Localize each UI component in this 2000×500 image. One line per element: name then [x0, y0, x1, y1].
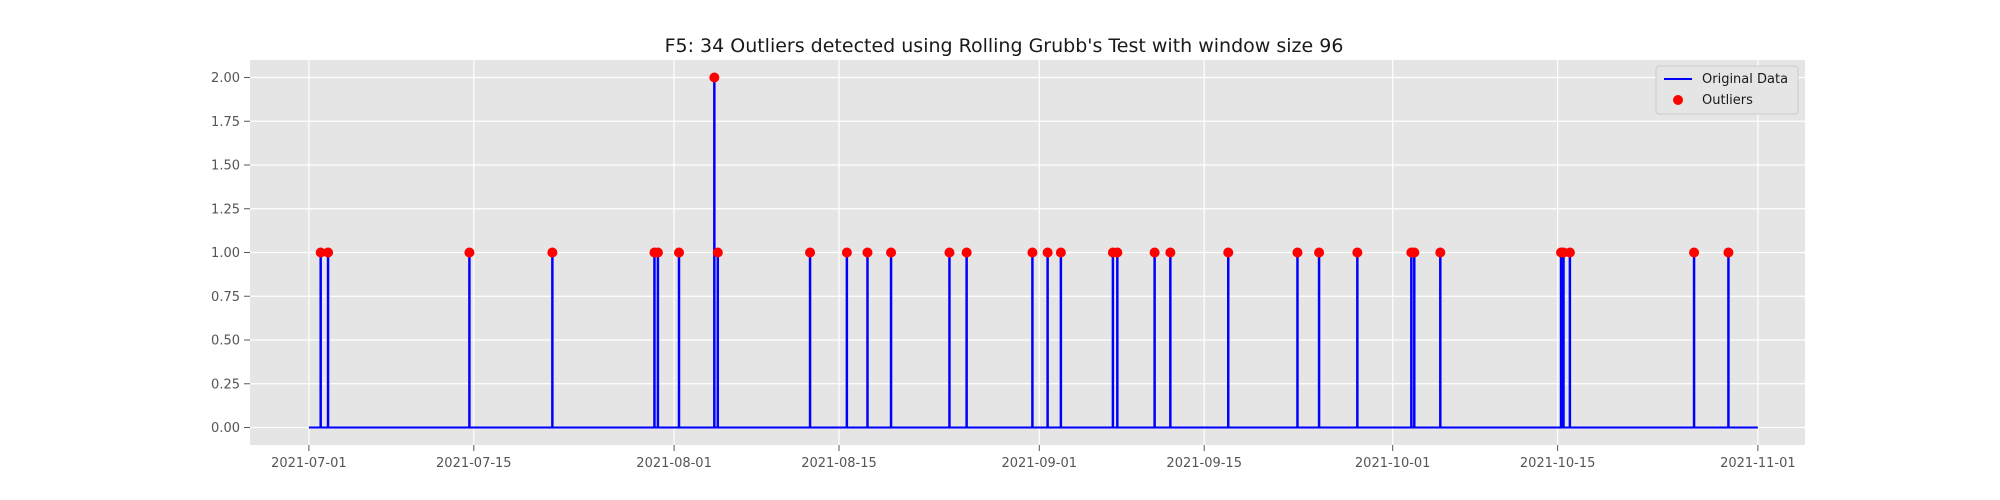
y-tick-label: 0.75 [211, 290, 240, 305]
outlier-point [464, 247, 475, 258]
x-tick-label: 2021-11-01 [1720, 456, 1796, 471]
outlier-point [1149, 247, 1160, 258]
x-tick-label: 2021-07-15 [436, 456, 512, 471]
y-tick-label: 1.75 [211, 115, 240, 130]
outlier-point [1112, 247, 1123, 258]
outlier-point [1292, 247, 1303, 258]
outlier-point [709, 72, 720, 83]
outlier-point [1409, 247, 1420, 258]
outlier-point [547, 247, 558, 258]
outlier-point [712, 247, 723, 258]
legend-label-outliers: Outliers [1702, 93, 1753, 108]
legend-marker-swatch [1673, 95, 1683, 105]
outlier-point [1564, 247, 1575, 258]
outlier-point [886, 247, 897, 258]
outlier-point [944, 247, 955, 258]
x-tick-label: 2021-08-15 [801, 456, 877, 471]
outlier-point [961, 247, 972, 258]
outlier-point [841, 247, 852, 258]
outlier-point [1435, 247, 1446, 258]
x-tick-label: 2021-07-01 [271, 456, 347, 471]
y-tick-label: 0.50 [211, 334, 240, 349]
axis-ticks: 0.00 0.25 0.50 0.75 1.00 1.25 1.50 1.75 2.00 2021… [211, 71, 1796, 471]
outlier-point [1165, 247, 1176, 258]
legend-label-original-data: Original Data [1702, 72, 1788, 87]
outlier-point [1723, 247, 1734, 258]
y-tick-label: 2.00 [211, 71, 240, 86]
y-tick-label: 1.25 [211, 202, 240, 217]
outlier-point [1055, 247, 1066, 258]
y-tick-label: 0.25 [211, 377, 240, 392]
outlier-point [862, 247, 873, 258]
outlier-point [1314, 247, 1325, 258]
outlier-point [323, 247, 334, 258]
outlier-point [805, 247, 816, 258]
legend: Original Data Outliers [1655, 65, 1799, 115]
x-tick-label: 2021-09-15 [1166, 456, 1242, 471]
outlier-point [315, 247, 326, 258]
data-series [308, 72, 1758, 429]
y-tick-label: 1.00 [211, 246, 240, 261]
outlier-point [1223, 247, 1234, 258]
outlier-point [652, 247, 663, 258]
y-tick-label: 1.50 [211, 159, 240, 174]
x-tick-label: 2021-10-15 [1520, 456, 1596, 471]
chart-title: F5: 34 Outliers detected using Rolling G… [665, 35, 1344, 57]
outlier-point [673, 247, 684, 258]
outlier-point [1042, 247, 1053, 258]
x-tick-label: 2021-09-01 [1001, 456, 1077, 471]
outlier-point [1689, 247, 1700, 258]
outlier-point [1352, 247, 1363, 258]
x-tick-label: 2021-08-01 [636, 456, 712, 471]
x-tick-label: 2021-10-01 [1355, 456, 1431, 471]
y-tick-label: 0.00 [211, 421, 240, 436]
outlier-point [1027, 247, 1038, 258]
